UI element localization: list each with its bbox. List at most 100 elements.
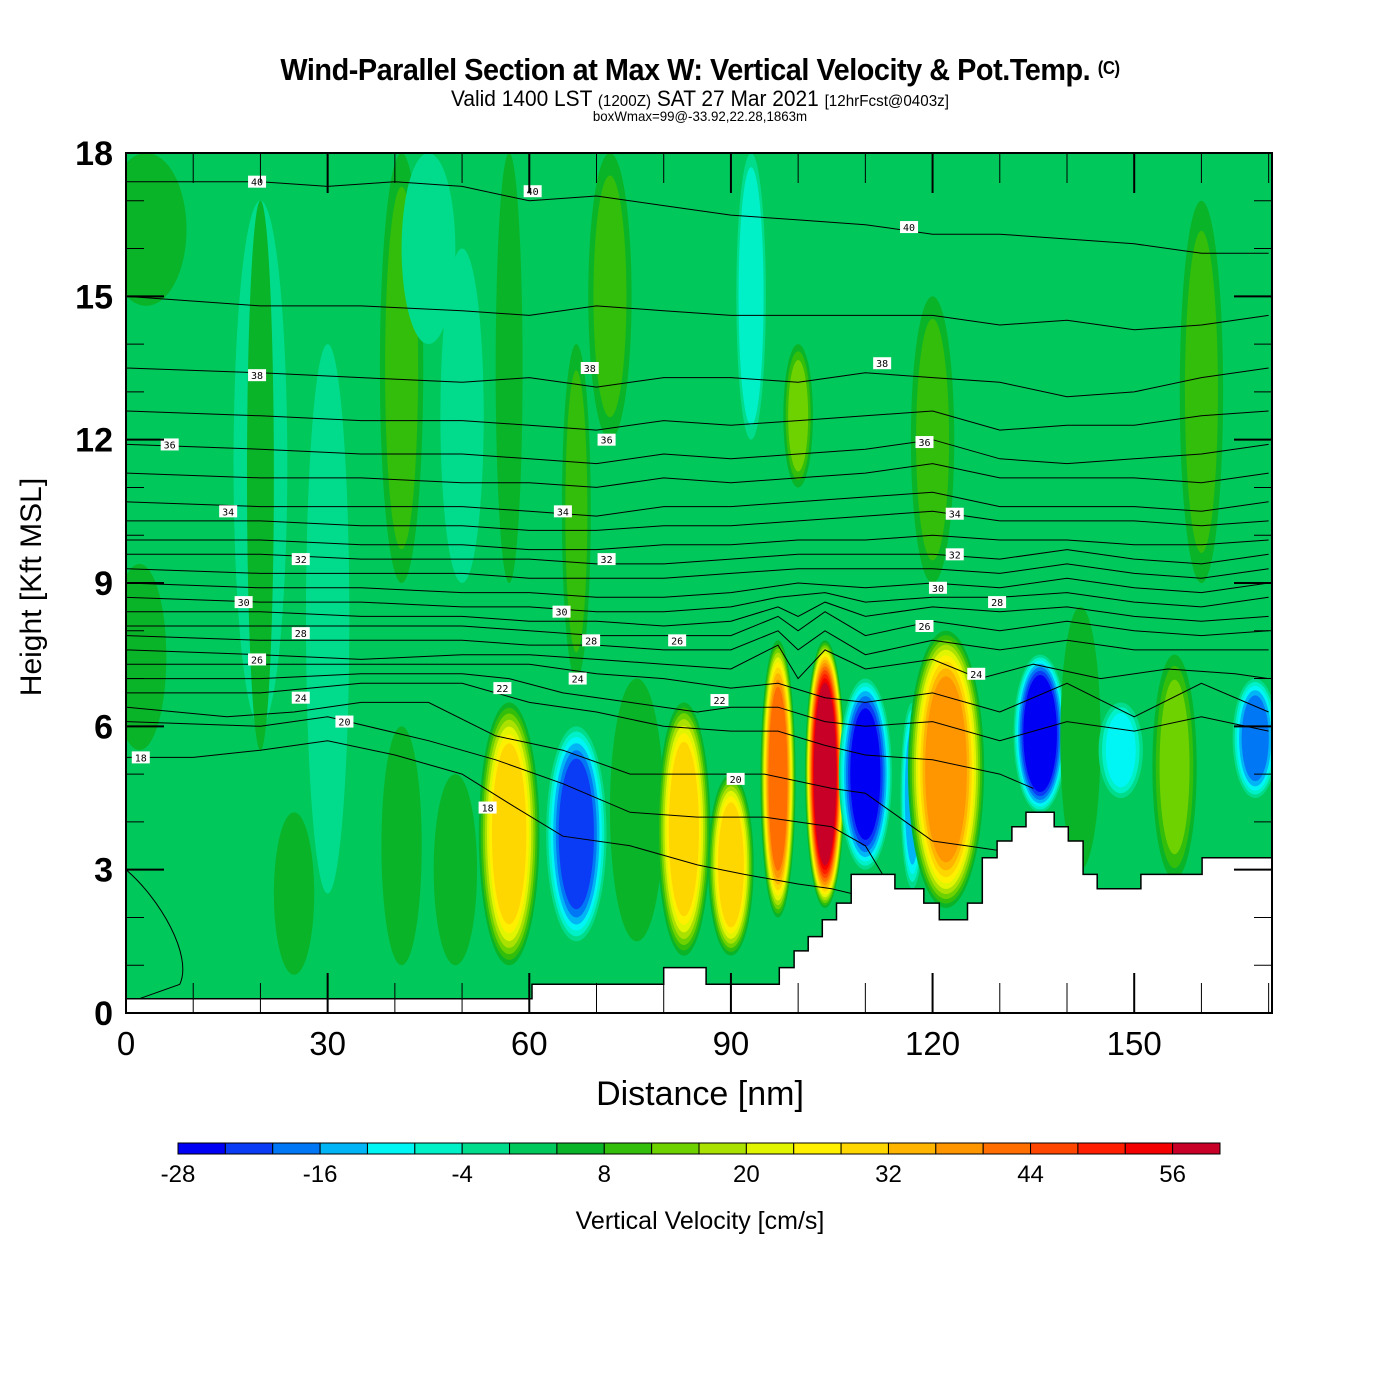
w-band [401,153,456,345]
contour-label: 38 [873,357,892,370]
contour-label-box [131,751,150,764]
y-tick-label: 9 [94,565,113,603]
contour-label-box [553,505,572,518]
contour-label-box [552,605,571,618]
w-cell [433,774,478,966]
w-band [126,153,187,306]
colorbar-tick-label: 32 [875,1161,902,1188]
contour-label: 18 [478,801,497,815]
contour-label-text: 24 [295,694,307,705]
contour-label: 32 [945,548,964,561]
w-cell [588,153,632,440]
theta-contour-36 [126,439,1269,465]
contour-label-box [945,548,964,561]
contour-label: 34 [553,505,572,518]
contour-label: 40 [523,185,542,198]
colorbar-tick-label: -28 [161,1161,196,1188]
contour-label: 26 [668,634,687,647]
contour-label: 30 [234,596,253,609]
w-cell [246,200,274,751]
colorbar-bin [272,1142,321,1155]
w-band [438,789,472,951]
chart-subtitle: boxWmax=99@-33.92,22.28,1863m [592,108,808,124]
w-cell [805,640,845,908]
potential-temperature-contours [126,181,1269,1000]
theta-contour-26 [126,611,1269,637]
y-axis-label: Height [Kft MSL] [15,477,48,697]
contour-label-box [248,653,267,666]
contour-label-box [478,801,497,814]
w-cell [708,774,754,956]
contour-label-text: 38 [251,371,263,382]
contour-label: 40 [248,175,267,189]
colorbar-bin [793,1142,842,1155]
contour-label-text: 26 [251,655,263,666]
w-cell [736,153,766,440]
contour-label-text: 26 [671,636,683,647]
contour-label-box [915,436,934,449]
valid-date: SAT 27 Mar 2021 [656,86,819,111]
w-cell [126,153,187,306]
contour-label-text: 34 [949,510,961,521]
contour-label: 22 [710,694,729,707]
contour-label-box [988,596,1007,609]
contour-label-box [597,553,616,566]
w-cell [1179,200,1224,583]
theta-contour-22 [126,673,1269,742]
contour-label-text: 36 [601,436,613,447]
w-band [273,812,315,975]
w-cell [440,248,484,583]
colorbar-bin [319,1142,368,1155]
valid-prefix: Valid 1400 LST [451,86,592,111]
w-band [1184,230,1218,553]
theta-contour-20 [126,701,1000,852]
contour-label-box [580,362,599,374]
theta-contour-21 [126,682,1034,789]
w-band [246,200,274,751]
theta-contour-40 [126,181,1269,254]
contour-label-box [900,221,919,234]
contour-label-text: 24 [572,675,584,686]
contour-label-box [668,634,687,647]
contour-label-text: 24 [970,670,982,681]
contour-label: 38 [248,369,267,382]
contour-label-text: 18 [135,753,147,764]
forecast-info: [12hrFcst@0403z] [824,93,949,110]
colorbar-bin [1077,1142,1126,1155]
y-tick-label: 15 [75,278,113,316]
contour-label: 28 [582,634,601,647]
contour-label-text: 22 [713,696,725,707]
w-band [558,758,594,910]
w-cell [1232,678,1272,798]
contour-label: 38 [580,362,599,375]
colorbar-bin [1030,1142,1079,1155]
contour-label-box [291,627,310,640]
colorbar-bin [414,1142,463,1155]
contour-label: 30 [928,581,947,595]
contour-label-box [945,507,964,520]
contour-label-box [219,505,238,518]
w-cell [838,678,892,870]
w-band [311,387,345,851]
contour-label-text: 40 [903,223,915,234]
contour-label: 24 [568,672,587,686]
w-cell [907,630,985,908]
contour-label-box [291,691,310,704]
w-band [491,743,527,925]
chart-title: Wind-Parallel Section at Max W: Vertical… [49,52,1351,88]
colorbar-bin [935,1142,984,1155]
colorbar-bin [177,1142,226,1155]
w-band [741,184,762,408]
contour-label-text: 38 [584,364,596,375]
contour-label: 34 [219,505,238,518]
w-band [850,708,881,840]
theta-contour-34 [126,491,1269,517]
colorbar-bin [887,1142,937,1155]
contour-label-text: 40 [251,178,263,189]
w-cell [609,678,664,942]
theta-contour-low-loop [126,869,184,1000]
contour-label: 32 [597,553,616,566]
contour-label-text: 20 [338,718,350,729]
contour-label-box [597,433,616,446]
